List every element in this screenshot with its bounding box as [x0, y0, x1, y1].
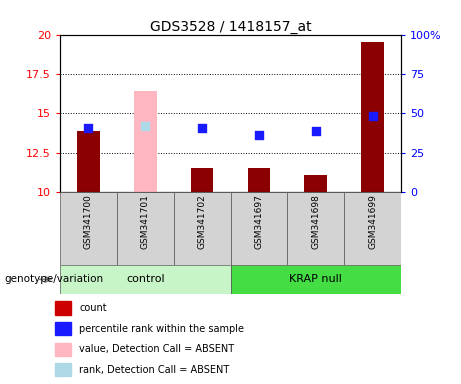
Point	[142, 123, 149, 129]
Title: GDS3528 / 1418157_at: GDS3528 / 1418157_at	[150, 20, 311, 33]
Text: percentile rank within the sample: percentile rank within the sample	[79, 324, 244, 334]
Text: rank, Detection Call = ABSENT: rank, Detection Call = ABSENT	[79, 365, 230, 375]
Bar	[248, 169, 270, 192]
Text: GSM341701: GSM341701	[141, 194, 150, 249]
Point	[255, 132, 263, 138]
Bar	[55, 322, 71, 335]
Point	[85, 125, 92, 131]
Bar	[304, 175, 327, 192]
Text: GSM341700: GSM341700	[84, 194, 93, 249]
Bar	[60, 192, 117, 265]
Bar	[230, 265, 401, 294]
Text: GSM341697: GSM341697	[254, 194, 263, 249]
Text: control: control	[126, 274, 165, 285]
Bar	[60, 265, 230, 294]
Text: count: count	[79, 303, 107, 313]
Text: KRAP null: KRAP null	[290, 274, 342, 285]
Bar	[55, 301, 71, 314]
Bar	[55, 343, 71, 356]
Text: GSM341698: GSM341698	[311, 194, 320, 249]
Point	[369, 113, 376, 119]
Text: GSM341702: GSM341702	[198, 194, 207, 249]
Text: value, Detection Call = ABSENT: value, Detection Call = ABSENT	[79, 344, 235, 354]
Bar	[55, 363, 71, 376]
Bar	[134, 91, 157, 192]
Text: GSM341699: GSM341699	[368, 194, 377, 249]
Bar	[77, 131, 100, 192]
Point	[312, 128, 319, 134]
Bar	[361, 43, 384, 192]
Bar	[117, 192, 174, 265]
Bar	[287, 192, 344, 265]
Bar	[174, 192, 230, 265]
Bar	[344, 192, 401, 265]
Bar	[230, 192, 287, 265]
Bar	[191, 169, 213, 192]
Point	[198, 125, 206, 131]
Text: genotype/variation: genotype/variation	[5, 274, 104, 285]
